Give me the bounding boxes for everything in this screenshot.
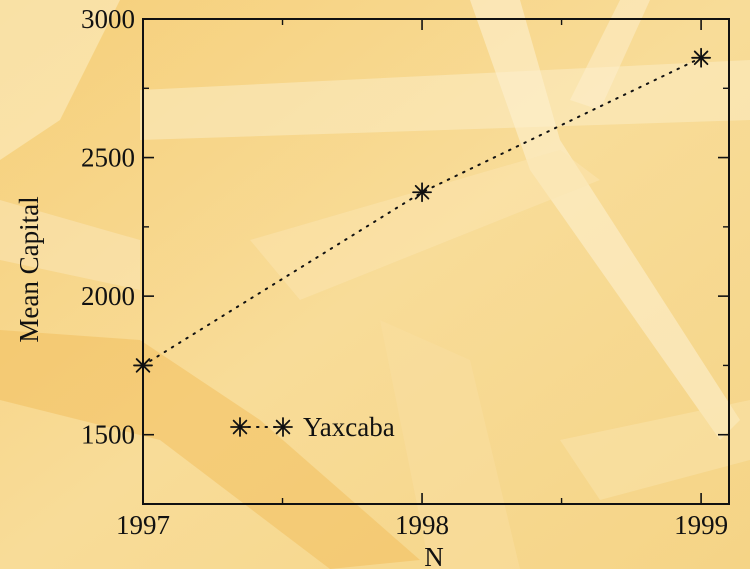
series-line [142, 56, 703, 367]
x-tick-label: 1997 [116, 510, 170, 540]
y-tick-label: 2500 [81, 143, 135, 173]
data-point-marker [133, 355, 153, 376]
plot-frame [142, 18, 730, 505]
data-point-marker [691, 47, 711, 68]
legend: Yaxcaba [230, 412, 395, 442]
y-tick-label: 1500 [81, 420, 135, 450]
y-tick-label: 2000 [81, 281, 135, 311]
legend-marker [273, 417, 293, 437]
y-tick-label: 3000 [81, 4, 135, 34]
plot-axes: 1500 2000 2500 3000 1997 1998 1999 N Mean Capita… [14, 4, 730, 569]
x-tick-label: 1998 [395, 510, 449, 540]
legend-marker [230, 417, 250, 437]
series-layer [133, 47, 711, 376]
x-tick-label: 1999 [674, 510, 728, 540]
data-point-marker [412, 182, 432, 203]
y-axis-title: Mean Capital [14, 196, 44, 342]
legend-label: Yaxcaba [303, 412, 395, 442]
x-axis-title: N [424, 542, 444, 569]
